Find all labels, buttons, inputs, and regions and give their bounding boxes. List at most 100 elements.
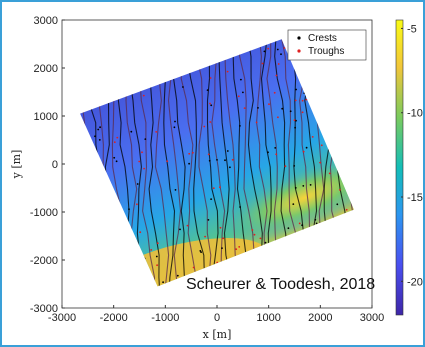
crest-point	[351, 295, 353, 297]
y-tick-label: 3000	[34, 15, 58, 27]
trough-point	[209, 121, 212, 123]
crest-point	[102, 242, 105, 245]
trough-point	[323, 76, 326, 78]
trough-point	[73, 142, 75, 144]
trough-point	[301, 111, 304, 114]
crest-point	[91, 172, 93, 175]
crest-point	[226, 150, 229, 152]
trough-point	[351, 131, 354, 134]
crest-point	[128, 208, 130, 211]
trough-point	[120, 90, 123, 93]
trough-point	[105, 246, 108, 249]
x-tick-label: 2000	[308, 312, 332, 324]
crest-point	[188, 162, 191, 165]
colorbar-tick-label: -20	[407, 276, 423, 288]
trough-point	[334, 244, 336, 247]
crest-point	[130, 130, 133, 133]
crest-point	[77, 68, 79, 70]
trough-point	[345, 208, 348, 211]
crest-point	[347, 61, 350, 64]
trough-point	[172, 293, 174, 295]
crest-point	[195, 55, 198, 57]
trough-point	[222, 237, 225, 240]
trough-point	[339, 189, 341, 191]
legend-marker-crests	[297, 36, 301, 40]
trough-point	[186, 62, 189, 65]
crest-point	[351, 230, 354, 233]
crest-point	[295, 119, 297, 122]
crest-line	[203, 39, 219, 287]
trough-line	[196, 39, 212, 287]
crest-point	[242, 91, 244, 94]
crest-point	[309, 184, 312, 186]
y-axis-label: y [m]	[10, 150, 23, 180]
crest-point	[229, 166, 231, 169]
crest-point	[162, 281, 165, 284]
trough-line	[211, 39, 226, 287]
trough-point	[301, 99, 304, 102]
crest-point	[289, 110, 292, 113]
crest-point	[139, 53, 142, 56]
crest-point	[315, 222, 318, 225]
legend: Crests Troughs	[287, 29, 367, 61]
crest-point	[88, 59, 91, 62]
trough-point	[139, 231, 142, 234]
crest-point	[90, 263, 93, 266]
crest-point	[257, 107, 259, 109]
trough-point	[277, 63, 280, 65]
trough-point	[277, 116, 279, 119]
crest-point	[302, 261, 305, 264]
crest-point	[314, 218, 317, 221]
crest-point	[177, 74, 180, 77]
crest-line	[186, 39, 205, 287]
legend-label-troughs: Troughs	[308, 46, 344, 57]
crest-point	[292, 203, 295, 206]
trough-point	[211, 269, 214, 272]
crest-point	[221, 247, 223, 250]
crest-point	[115, 160, 118, 163]
trough-point	[326, 134, 329, 137]
trough-point	[237, 95, 240, 98]
shallow-zone	[93, 238, 269, 287]
crest-point	[240, 78, 242, 81]
x-tick-label: -1000	[151, 312, 179, 324]
crest-point	[111, 95, 114, 98]
trough-point	[156, 242, 159, 245]
trough-point	[286, 251, 289, 253]
trough-point	[77, 206, 79, 208]
trough-point	[275, 74, 278, 77]
trough-point	[283, 254, 286, 257]
trough-point	[253, 233, 256, 236]
crest-line	[348, 39, 354, 287]
crest-point	[303, 92, 306, 95]
crest-point	[155, 255, 158, 258]
trough-point	[93, 268, 96, 270]
crest-point	[294, 126, 296, 129]
colorbar-ticks: -5 -10 -15 -20	[401, 23, 423, 288]
crest-point	[255, 39, 258, 40]
trough-point	[261, 62, 264, 65]
trough-point	[210, 34, 212, 36]
trough-point	[150, 249, 153, 251]
crest-point	[105, 249, 108, 252]
crest-point	[199, 250, 202, 252]
crest-line	[218, 39, 235, 287]
crest-point	[271, 266, 273, 268]
crest-point	[99, 126, 101, 129]
trough-point	[302, 150, 305, 153]
crest-point	[80, 45, 82, 48]
trough-line	[180, 39, 201, 287]
crest-point	[295, 88, 297, 91]
crest-point	[110, 78, 112, 80]
x-tick-label: 0	[214, 312, 220, 324]
crest-point	[173, 126, 176, 129]
crest-point	[293, 165, 296, 167]
trough-point	[151, 47, 154, 50]
crest-point	[271, 261, 274, 264]
crest-point	[211, 56, 214, 59]
trough-point	[172, 60, 175, 63]
crest-point	[210, 198, 213, 201]
trough-point	[110, 194, 113, 197]
trough-point	[267, 47, 270, 50]
